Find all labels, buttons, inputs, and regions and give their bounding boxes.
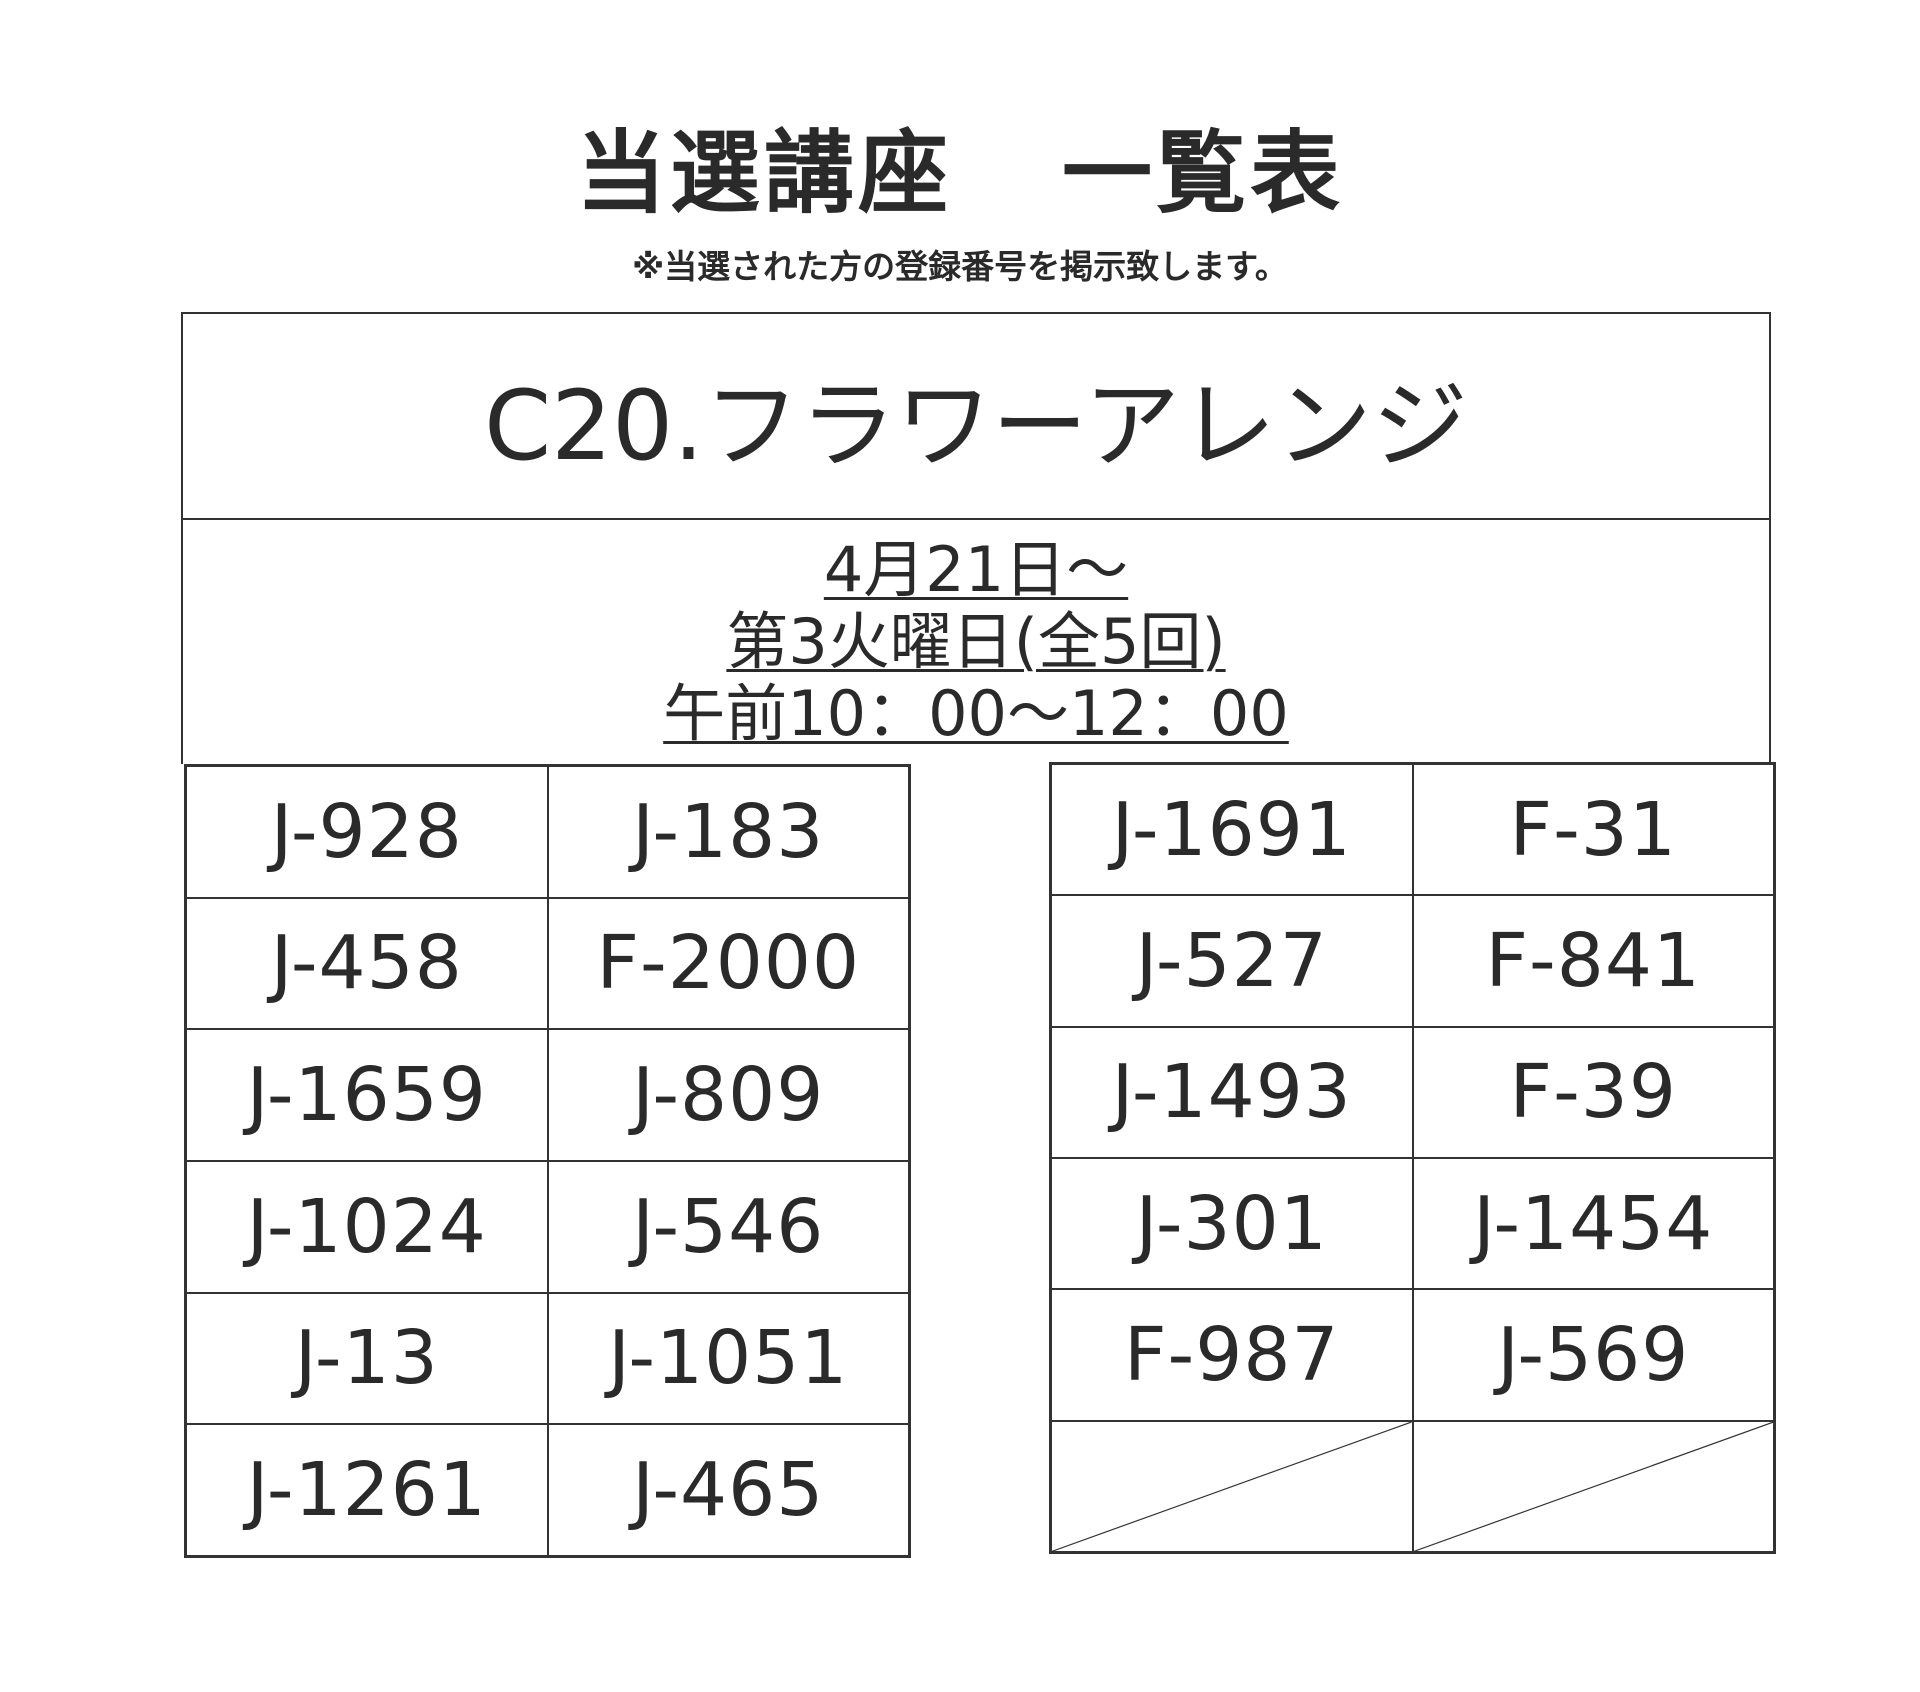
registration-number: J-301 [1051, 1157, 1413, 1290]
registration-number: F-39 [1412, 1026, 1774, 1158]
registration-number: J-183 [547, 766, 909, 898]
registration-number: J-546 [547, 1161, 909, 1293]
diagonal-strike [1414, 1422, 1774, 1551]
right-number-table: J-1691 F-31 J-527 F-841 J-1493 F-39 J-301 J-145… [1049, 762, 1776, 1554]
registration-number: J-1454 [1412, 1157, 1774, 1290]
schedule-start: 4月21日～ [823, 533, 1129, 606]
diagonal-strike [1052, 1422, 1412, 1551]
registration-number: J-1691 [1051, 764, 1413, 896]
registration-number: J-928 [186, 766, 548, 898]
registration-number: J-465 [547, 1424, 909, 1556]
registration-number: J-1024 [186, 1161, 548, 1293]
registration-number: J-1261 [186, 1424, 548, 1556]
left-number-table: J-928 J-183 J-458 F-2000 J-1659 J-809 J-1024 J-… [184, 764, 911, 1558]
registration-number: J-569 [1412, 1289, 1774, 1421]
registration-number: J-809 [547, 1029, 909, 1161]
page-title: 当選講座 一覧表 [0, 100, 1920, 230]
subtitle: ※当選された方の登録番号を掲示致します。 [632, 247, 1288, 286]
registration-number: J-1659 [186, 1029, 548, 1161]
registration-number: F-987 [1051, 1289, 1413, 1421]
schedule-day: 第3火曜日(全5回) [726, 605, 1226, 678]
registration-number: J-458 [186, 897, 548, 1030]
schedule-time: 午前10：00～12：00 [663, 677, 1289, 750]
registration-number: J-13 [186, 1292, 548, 1425]
empty-cell [1051, 1420, 1413, 1552]
title-list: 一覧表 [1062, 121, 1344, 226]
registration-number: F-2000 [547, 897, 909, 1030]
title-main: 当選講座 [576, 121, 952, 226]
registration-number: J-527 [1051, 895, 1413, 1027]
schedule: 4月21日～ 第3火曜日(全5回) 午前10：00～12：00 [181, 518, 1771, 764]
registration-number: J-1493 [1051, 1026, 1413, 1158]
registration-number: J-1051 [547, 1292, 909, 1425]
course-name: C20.フラワーアレンジ [181, 312, 1771, 520]
registration-number: F-31 [1412, 764, 1774, 896]
registration-number: F-841 [1412, 895, 1774, 1027]
empty-cell [1412, 1420, 1774, 1552]
